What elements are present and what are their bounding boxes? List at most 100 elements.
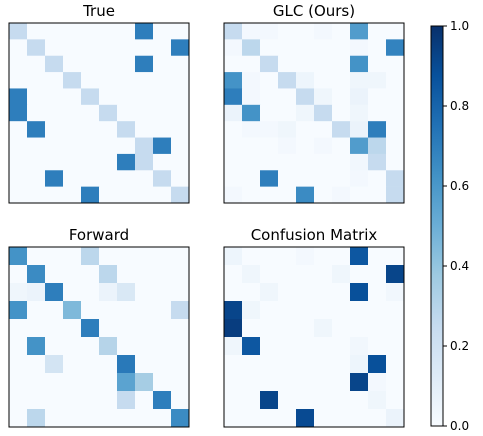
heatmap-cell [45,247,64,266]
heatmap-cell [332,247,351,266]
heatmap-cell [350,283,369,302]
heatmap-cell [332,186,351,204]
heatmap-cell [81,72,100,89]
heatmap-cell [242,137,261,155]
heatmap-cell [9,283,28,302]
heatmap-cell [314,121,333,138]
heatmap-cell [242,283,261,302]
heatmap-cell [242,88,261,106]
heatmap-cell [9,153,28,171]
heatmap-cell [27,23,46,40]
heatmap-cell [81,391,100,410]
heatmap-cell [27,337,46,356]
heatmap-cell [242,186,261,204]
heatmap-cell [296,186,315,204]
heatmap-cell [171,88,190,106]
heatmap-cell [278,39,297,57]
heatmap-cell [260,55,279,73]
heatmap-cell [27,88,46,106]
heatmap-cell [81,104,100,122]
heatmap-cell [81,319,100,338]
heatmap-cell [314,104,333,122]
heatmap-cell [224,104,243,122]
heatmap-cell [171,39,190,57]
heatmap-cell [171,337,190,356]
heatmap-cell [153,319,172,338]
heatmap-cell [296,391,315,410]
heatmap-cell [153,170,172,187]
heatmap-cell [368,23,387,40]
heatmap-cell [260,373,279,392]
heatmap-cell [63,319,82,338]
heatmap-cell [368,121,387,138]
heatmap-cell [242,355,261,374]
colorbar-tick-label: 0.4 [450,259,469,273]
heatmap-cell [332,170,351,187]
heatmap-cell [171,391,190,410]
heatmap-cell [368,55,387,73]
heatmap-cell [224,23,243,40]
heatmap-cell [153,186,172,204]
heatmap-cell [260,39,279,57]
heatmap-cell [81,39,100,57]
heatmap-cell [27,319,46,338]
heatmap-cell [9,88,28,106]
heatmap-cell [386,355,405,374]
heatmap-cell [81,55,100,73]
colorbar-tick-label: 0.2 [450,339,469,353]
heatmap-cell [153,283,172,302]
heatmap-cell [135,283,154,302]
heatmap-cell [224,137,243,155]
heatmap-cell [135,153,154,171]
heatmap-cell [117,72,136,89]
heatmap-cell [278,337,297,356]
heatmap-cell [45,319,64,338]
heatmap-cell [171,319,190,338]
heatmap-cell [27,247,46,266]
heatmap-cell [45,391,64,410]
heatmap-cell [260,319,279,338]
heatmap-cell [171,72,190,89]
heatmap-cell [368,337,387,356]
heatmap-cell [242,265,261,284]
heatmap-cell [278,104,297,122]
heatmap-cell [153,104,172,122]
heatmap-cell [9,39,28,57]
heatmap-cell [224,391,243,410]
heatmap-cell [386,186,405,204]
heatmap-cell [27,72,46,89]
heatmap-cell [117,186,136,204]
heatmap-cell [45,55,64,73]
heatmap-cell [9,265,28,284]
heatmap-cell [81,88,100,106]
heatmap-cell [260,301,279,320]
heatmap-cell [81,355,100,374]
heatmap-cell [45,301,64,320]
heatmap-cell [153,355,172,374]
heatmap-cell [314,373,333,392]
heatmap-cell [171,283,190,302]
heatmap-cell [368,72,387,89]
heatmap-cell [314,170,333,187]
heatmap-cell [242,301,261,320]
heatmap-cell [296,104,315,122]
heatmap-cell [45,104,64,122]
heatmap-cell [350,247,369,266]
heatmap-cell [386,104,405,122]
heatmap-cell [332,39,351,57]
heatmap-cell [27,301,46,320]
heatmap-cell [314,301,333,320]
heatmap-cell [135,88,154,106]
heatmap-cell [63,283,82,302]
heatmap-cell [81,283,100,302]
heatmap-cell [350,39,369,57]
heatmap-cell [27,265,46,284]
heatmap-cell [242,104,261,122]
heatmap-cell [332,55,351,73]
heatmap-cell [296,355,315,374]
heatmap-cell [135,409,154,428]
heatmap-cell [296,337,315,356]
heatmap-cell [9,121,28,138]
heatmap-cell [81,153,100,171]
